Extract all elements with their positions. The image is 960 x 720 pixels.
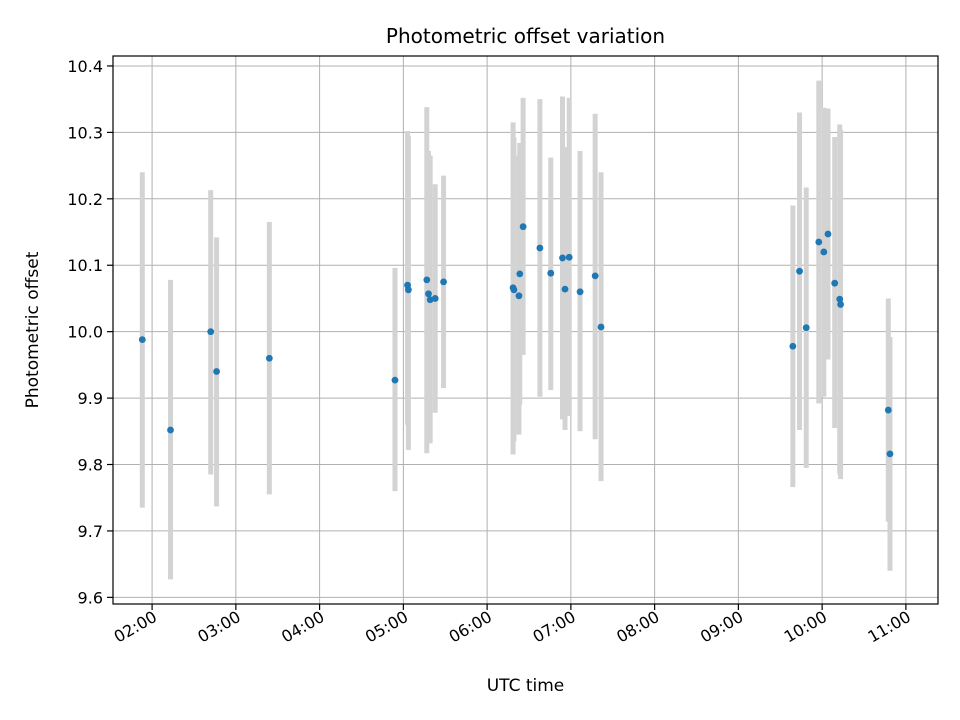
x-tick-label: 02:00 xyxy=(111,607,160,647)
data-point xyxy=(167,426,174,434)
x-tick-label: 08:00 xyxy=(613,607,662,647)
point-layer xyxy=(138,223,894,458)
data-point xyxy=(561,285,569,293)
data-point xyxy=(815,238,823,246)
data-point xyxy=(796,267,803,275)
data-point xyxy=(789,342,797,350)
data-point xyxy=(404,286,412,294)
data-point xyxy=(519,223,527,231)
errorbar-layer xyxy=(139,80,893,580)
data-point xyxy=(597,323,605,331)
y-tick-label: 10.2 xyxy=(67,190,103,209)
data-point xyxy=(425,290,432,298)
data-point xyxy=(884,406,892,414)
x-tick-label: 05:00 xyxy=(362,607,411,647)
x-axis-label: UTC time xyxy=(487,676,565,696)
data-point xyxy=(565,253,573,261)
data-point xyxy=(431,295,439,302)
data-point xyxy=(886,450,894,458)
data-point xyxy=(836,295,844,303)
x-tick-label: 10:00 xyxy=(781,607,830,647)
data-point xyxy=(391,376,399,384)
data-point xyxy=(831,279,839,287)
chart-title: Photometric offset variation xyxy=(386,24,665,48)
y-tick-label: 9.8 xyxy=(78,456,103,475)
data-point xyxy=(207,328,215,336)
x-tick-label: 09:00 xyxy=(697,607,746,647)
data-point xyxy=(576,288,584,296)
x-tick-label: 03:00 xyxy=(194,607,243,647)
data-point xyxy=(559,254,566,262)
data-point xyxy=(516,270,524,278)
y-tick-label: 10.4 xyxy=(67,57,103,76)
data-point xyxy=(837,301,844,308)
data-point xyxy=(824,230,832,238)
data-point xyxy=(440,278,447,286)
data-point xyxy=(547,269,555,277)
y-tick-label: 10.3 xyxy=(67,123,103,142)
x-tick-label: 04:00 xyxy=(278,607,327,647)
y-tick-label: 10.1 xyxy=(67,256,103,275)
data-point xyxy=(802,324,810,332)
x-tick-label: 07:00 xyxy=(529,607,578,647)
x-tick-label: 06:00 xyxy=(446,607,495,647)
y-tick-label: 9.6 xyxy=(78,588,103,607)
data-point xyxy=(138,336,146,344)
y-tick-label: 10.0 xyxy=(67,323,103,342)
plot-frame xyxy=(112,55,939,605)
data-point xyxy=(515,292,523,300)
tick-layer: 02:00 03:00 04:00 05:00 06:00 07:00 08:00 09:00… xyxy=(67,57,914,647)
data-point xyxy=(265,354,273,362)
y-tick-label: 9.7 xyxy=(78,522,103,541)
x-tick-label: 11:00 xyxy=(864,607,913,647)
y-axis-label: Photometric offset xyxy=(23,251,43,408)
data-point xyxy=(820,248,828,256)
data-point xyxy=(213,368,220,375)
y-tick-label: 9.9 xyxy=(78,389,103,408)
data-point xyxy=(423,276,431,284)
data-point xyxy=(536,244,544,252)
data-point xyxy=(510,286,518,294)
data-point xyxy=(591,272,599,280)
